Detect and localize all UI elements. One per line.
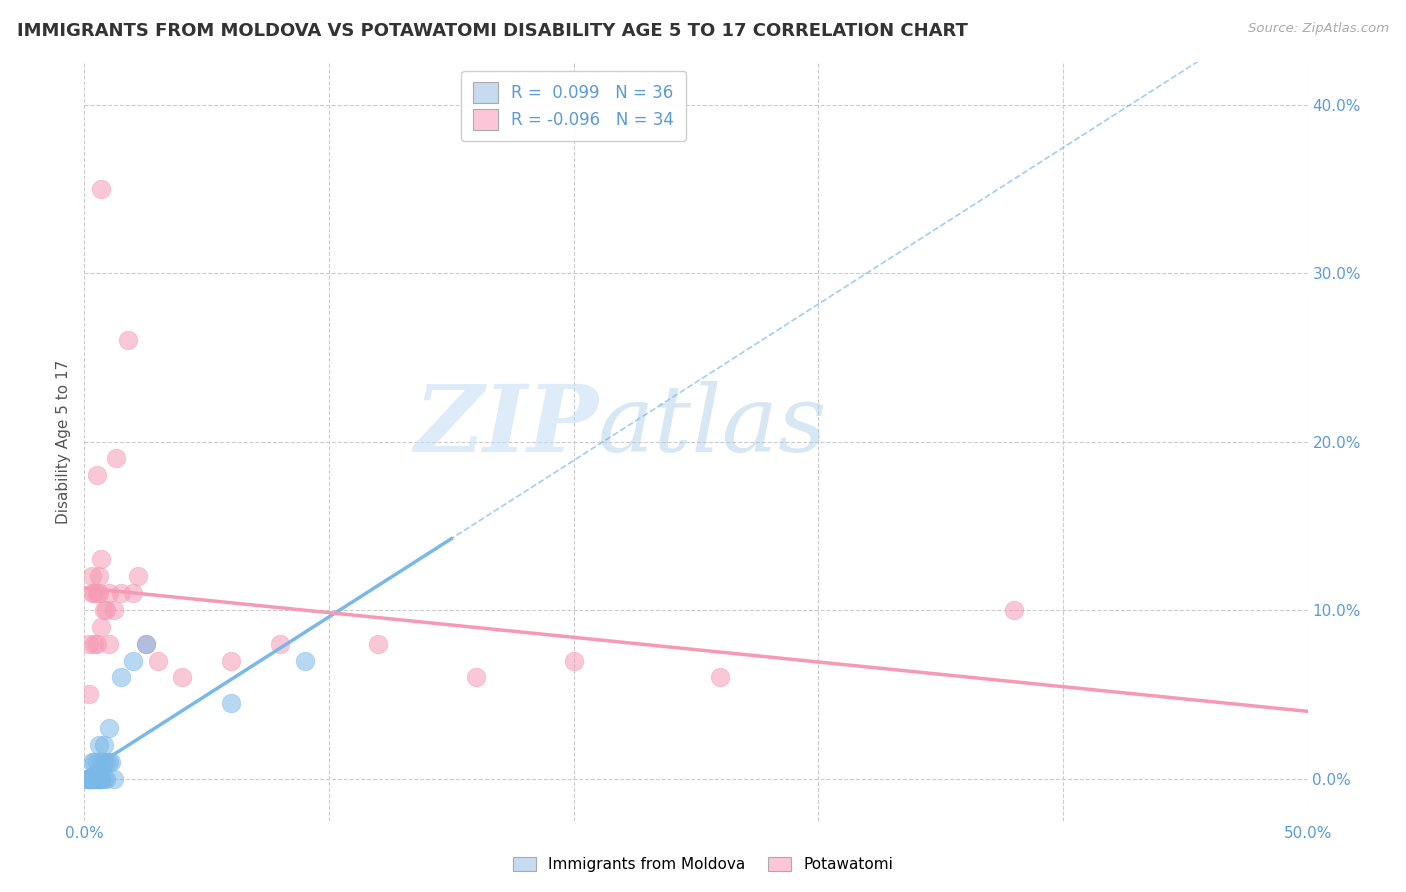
Point (90, 182, 112, 196)
Point (80, 755, 103, 769)
Point (122, 654, 145, 668)
Text: IMMIGRANTS FROM MOLDOVA VS POTAWATOMI DISABILITY AGE 5 TO 17 CORRELATION CHART: IMMIGRANTS FROM MOLDOVA VS POTAWATOMI DI… (17, 22, 967, 40)
Point (367, 637, 389, 651)
Point (86, 772, 108, 786)
Point (86, 468, 108, 483)
Point (110, 670, 132, 684)
Text: atlas: atlas (598, 382, 828, 471)
Point (83, 772, 105, 786)
Point (464, 670, 486, 684)
Point (83, 755, 105, 769)
Point (80, 772, 103, 786)
Point (80, 569, 103, 583)
Point (90, 620, 112, 634)
Point (77, 687, 100, 701)
Point (86, 772, 108, 786)
Point (219, 696, 242, 710)
Point (562, 654, 585, 668)
Point (90, 552, 112, 566)
Point (80, 772, 103, 786)
Point (80, 586, 103, 600)
Point (90, 772, 112, 786)
Point (97, 637, 120, 651)
Point (87, 772, 110, 786)
Point (83, 586, 105, 600)
Text: ZIP: ZIP (413, 382, 598, 471)
Point (77, 772, 100, 786)
Point (146, 654, 169, 668)
Point (135, 637, 157, 651)
Point (122, 586, 145, 600)
Text: Source: ZipAtlas.com: Source: ZipAtlas.com (1249, 22, 1389, 36)
Point (80, 772, 103, 786)
Point (86, 755, 108, 769)
Point (103, 772, 125, 786)
Point (117, 334, 139, 348)
Point (135, 637, 157, 651)
Point (97, 721, 120, 735)
Legend: Immigrants from Moldova, Potawatomi: Immigrants from Moldova, Potawatomi (505, 849, 901, 880)
Point (87, 586, 110, 600)
Point (105, 451, 128, 466)
Point (269, 637, 291, 651)
Point (127, 569, 149, 583)
Point (77, 637, 100, 651)
Point (93, 772, 115, 786)
Point (77, 772, 100, 786)
Point (83, 637, 105, 651)
Point (96, 755, 118, 769)
Point (76, 772, 98, 786)
Point (76, 772, 98, 786)
Point (90, 755, 112, 769)
Point (90, 772, 112, 786)
Point (709, 670, 731, 684)
Point (93, 603, 115, 617)
Point (87, 772, 110, 786)
Point (96, 603, 118, 617)
Point (294, 654, 316, 668)
Point (86, 586, 108, 600)
Point (87, 772, 110, 786)
Point (110, 586, 132, 600)
Point (172, 670, 194, 684)
Point (77, 772, 100, 786)
Point (97, 586, 120, 600)
Point (93, 738, 115, 752)
Point (83, 772, 105, 786)
Point (87, 569, 110, 583)
Point (93, 755, 115, 769)
Y-axis label: Disability Age 5 to 17: Disability Age 5 to 17 (56, 359, 72, 524)
Point (103, 603, 125, 617)
Point (100, 755, 122, 769)
Point (87, 738, 110, 752)
Point (86, 772, 108, 786)
Point (1002, 603, 1025, 617)
Legend: R =  0.099   N = 36, R = -0.096   N = 34: R = 0.099 N = 36, R = -0.096 N = 34 (461, 70, 686, 142)
Point (97, 755, 120, 769)
Point (86, 637, 108, 651)
Point (96, 772, 118, 786)
Point (219, 654, 242, 668)
